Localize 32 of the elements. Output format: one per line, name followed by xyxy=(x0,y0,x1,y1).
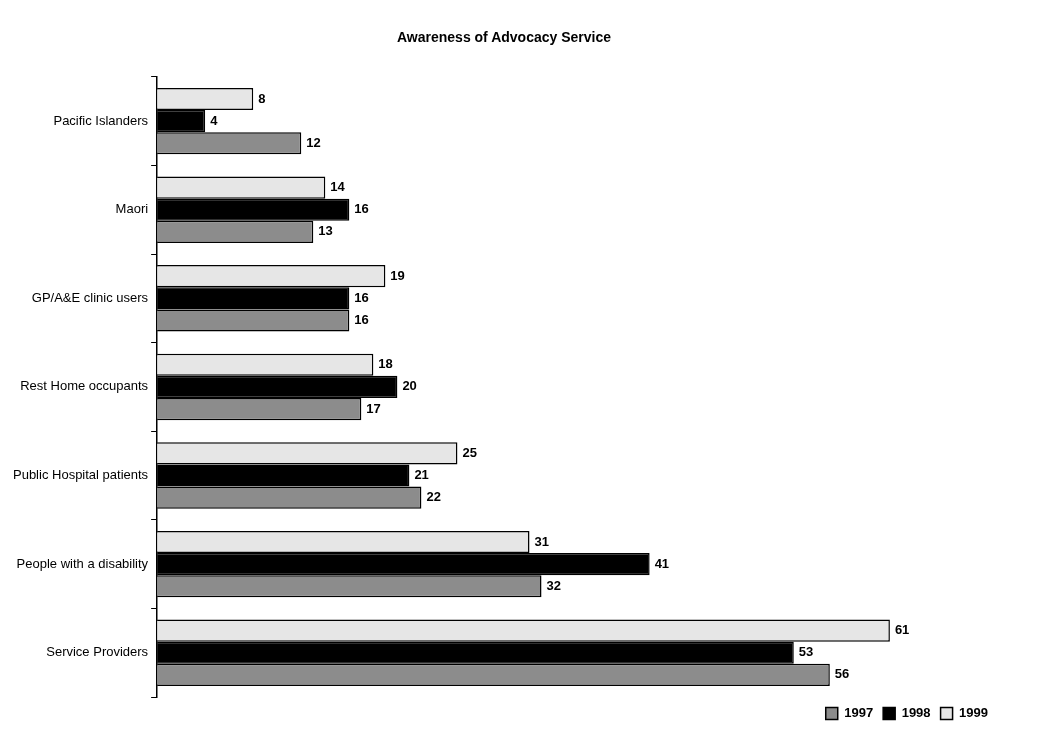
data-label: 14 xyxy=(330,179,346,195)
data-label: 18 xyxy=(378,356,393,372)
data-label: 8 xyxy=(258,90,266,106)
data-label: 17 xyxy=(366,400,381,416)
y-tick-label: Maori xyxy=(115,201,149,217)
data-label: 21 xyxy=(414,467,429,483)
data-label: 13 xyxy=(318,223,333,239)
y-tick-label: Pacific Islanders xyxy=(53,112,149,128)
data-label: 20 xyxy=(402,378,417,394)
data-label: 25 xyxy=(462,444,477,460)
y-tick-label: People with a disability xyxy=(16,555,149,571)
data-label: 16 xyxy=(354,289,369,305)
legend-label: 1998 xyxy=(901,705,931,721)
data-label: 12 xyxy=(306,134,321,150)
data-label: 16 xyxy=(354,312,369,328)
data-label: 16 xyxy=(354,201,369,217)
data-label: 53 xyxy=(798,644,814,660)
chart-title: Awareness of Advocacy Service xyxy=(396,29,612,46)
data-label: 19 xyxy=(390,267,405,283)
data-label: 4 xyxy=(210,112,219,128)
data-label: 56 xyxy=(834,666,850,682)
data-label: 32 xyxy=(546,577,561,593)
legend-label: 1999 xyxy=(959,705,988,721)
data-label: 31 xyxy=(534,533,549,549)
y-tick-label: Service Providers xyxy=(46,644,149,660)
legend-label: 1997 xyxy=(844,705,874,721)
data-label: 61 xyxy=(894,622,910,638)
data-label: 41 xyxy=(654,555,670,571)
y-tick-label: Rest Home occupants xyxy=(20,378,149,394)
y-tick-label: Public Hospital patients xyxy=(12,467,149,483)
y-tick-label: GP/A&E clinic users xyxy=(31,289,149,305)
data-label: 22 xyxy=(426,489,441,505)
